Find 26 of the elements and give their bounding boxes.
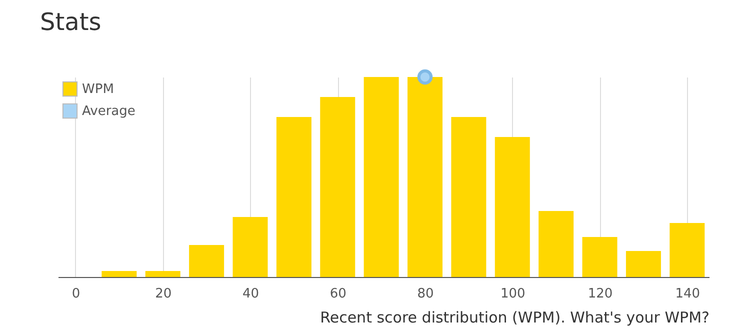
legend-label: Average	[82, 104, 136, 119]
x-tick-label: 120	[588, 286, 613, 302]
x-tick-label: 100	[500, 286, 526, 302]
legend-label: WPM	[82, 82, 114, 97]
x-tick-label: 140	[675, 286, 700, 302]
bar	[538, 211, 574, 277]
bar	[494, 137, 530, 277]
bar	[276, 117, 312, 277]
x-tick-label: 0	[72, 286, 80, 302]
bar	[451, 117, 486, 277]
bar	[320, 97, 356, 277]
bar	[232, 217, 268, 277]
x-tick-label: 40	[242, 286, 260, 302]
bar	[364, 77, 399, 277]
x-axis-title: Recent score distribution (WPM). What's your WPM?	[320, 308, 710, 326]
x-tick-label: 80	[417, 286, 434, 302]
bar	[626, 251, 661, 277]
chart-title: Stats	[40, 8, 102, 36]
bar	[582, 237, 618, 277]
bar	[145, 271, 180, 277]
bar	[670, 223, 705, 277]
x-tick-label: 20	[155, 286, 172, 302]
bar	[408, 77, 443, 277]
bar	[189, 245, 224, 277]
x-tick-label: 60	[330, 286, 346, 302]
bar	[102, 271, 137, 277]
